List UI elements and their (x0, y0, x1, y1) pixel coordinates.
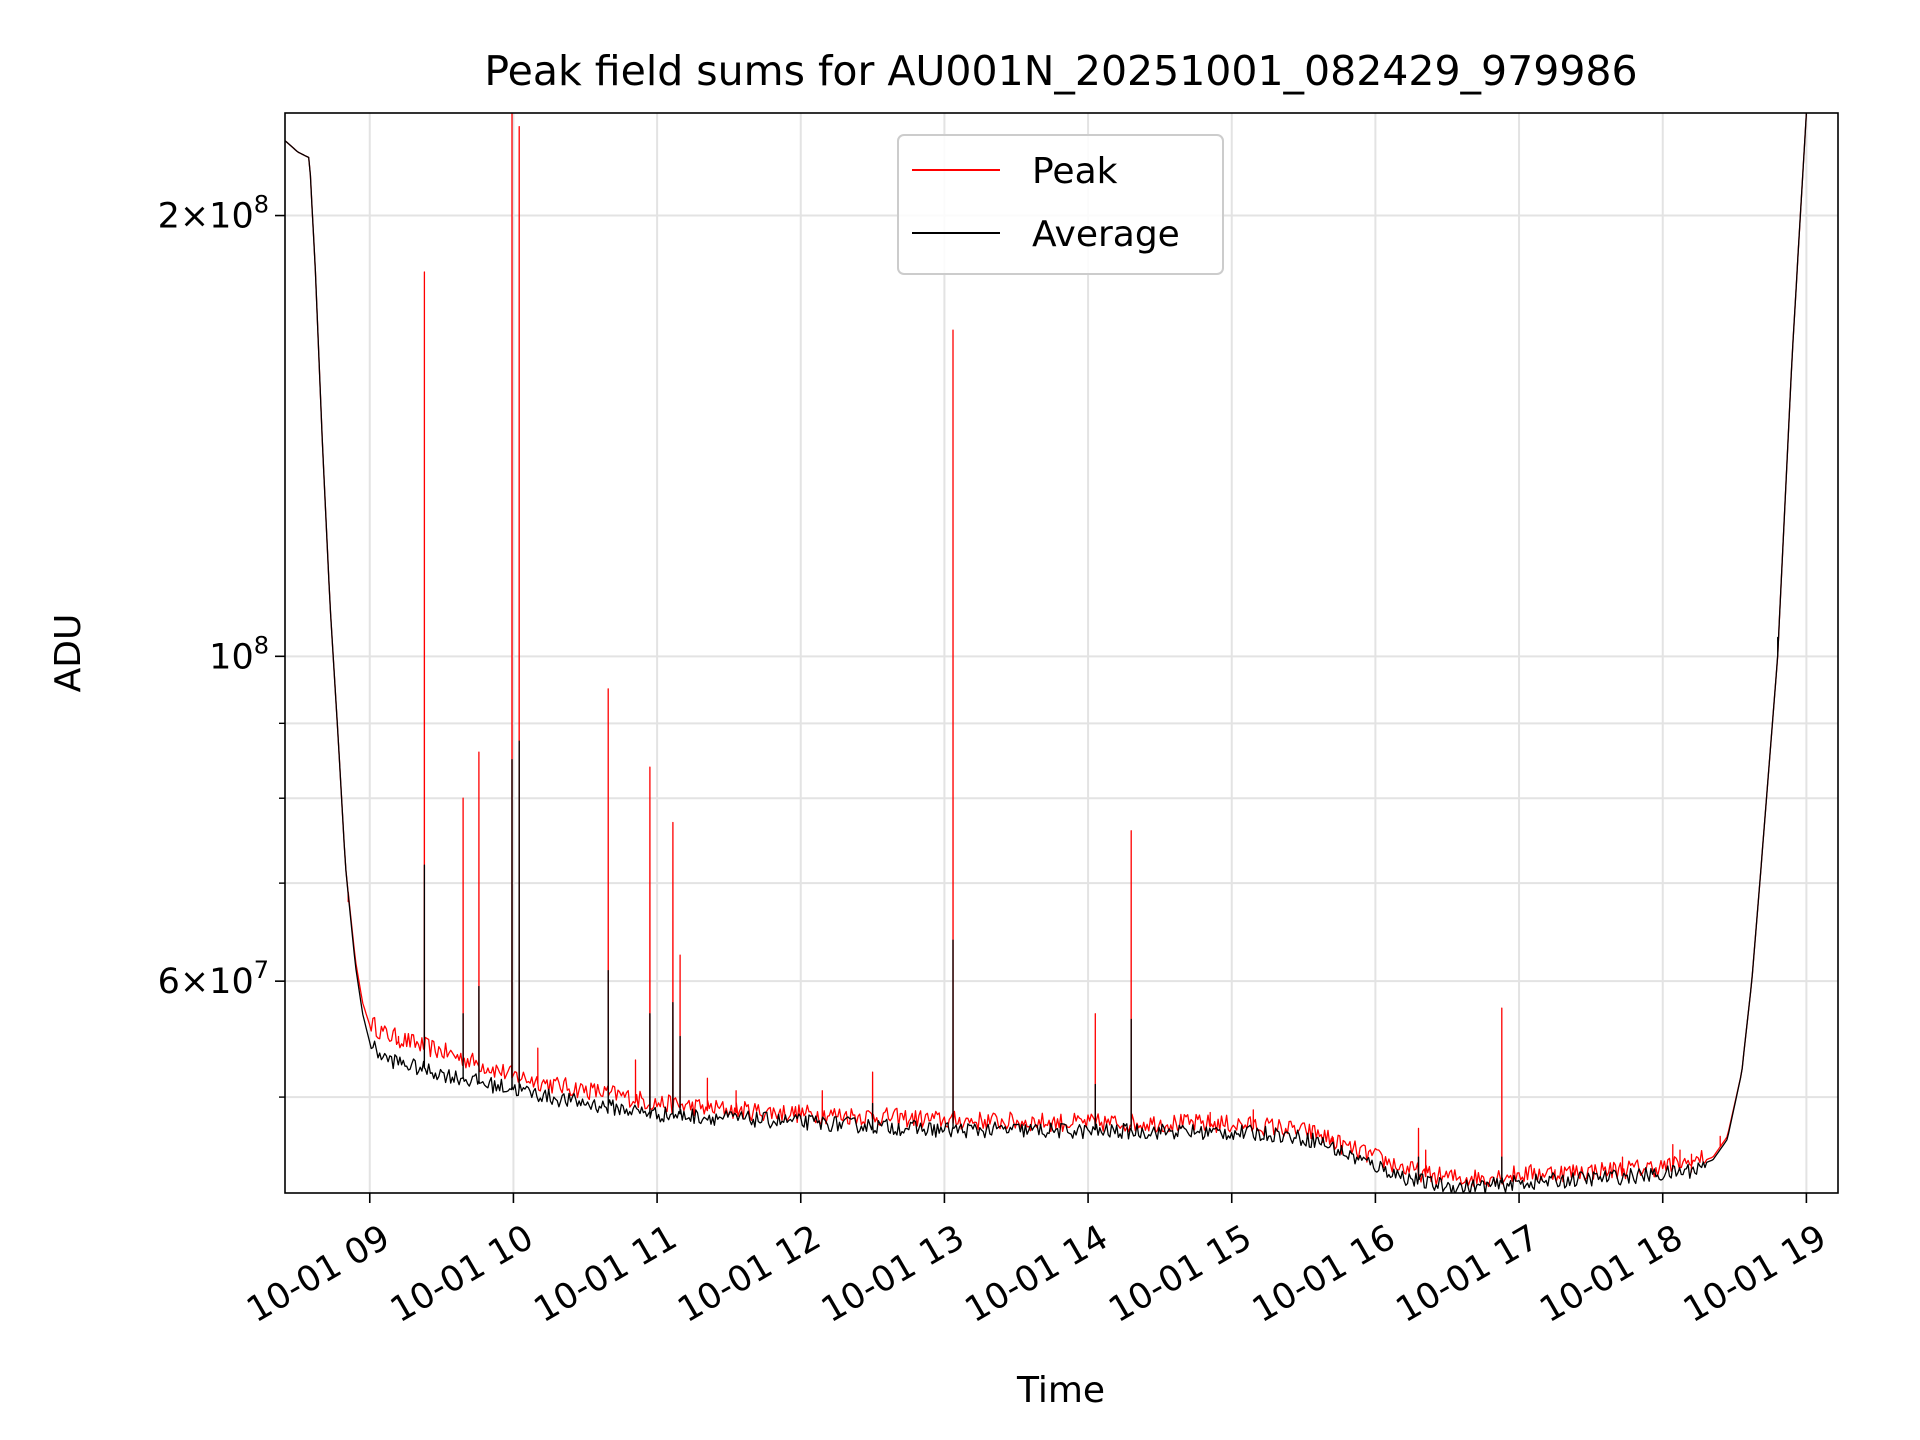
grid-lines (285, 113, 1838, 1193)
y-tick-label: 2×108 (158, 191, 269, 237)
y-axis-label: ADU (48, 614, 89, 693)
chart-title: Peak field sums for AU001N_20251001_0824… (484, 47, 1637, 95)
legend: Peak Average (897, 134, 1224, 275)
series-average-line (285, 113, 1808, 1193)
y-tick-label: 6×107 (158, 956, 269, 1002)
plot-frame (284, 112, 1839, 1194)
legend-average-label: Average (1032, 214, 1180, 255)
legend-peak-label: Peak (1032, 151, 1118, 192)
series-group (285, 113, 1808, 1193)
x-axis-label: Time (1016, 1370, 1105, 1411)
